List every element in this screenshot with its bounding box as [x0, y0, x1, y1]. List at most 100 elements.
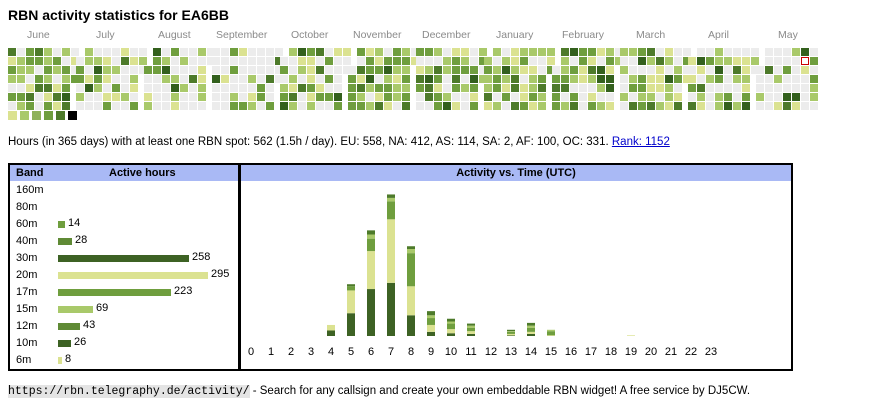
calendar-day-cell	[520, 84, 528, 92]
calendar-day-cell	[393, 75, 401, 83]
calendar-day-cell	[375, 102, 383, 110]
calendar-day-cell	[620, 57, 628, 65]
calendar-day-cell	[588, 48, 596, 56]
calendar-day-cell	[366, 75, 374, 83]
calendar-day-cell	[402, 84, 410, 92]
hour-bar-segment	[527, 327, 535, 332]
calendar-day-cell	[801, 93, 809, 101]
calendar-day-cell	[402, 93, 410, 101]
footer-url[interactable]: https://rbn.telegraphy.de/activity/	[8, 385, 250, 398]
band-hours-value: 223	[174, 285, 193, 297]
band-name: 80m	[16, 201, 38, 213]
calendar-day-cell	[94, 66, 102, 74]
hour-tick-label: 21	[665, 346, 677, 358]
band-hours-bar	[58, 323, 80, 330]
calendar-day-cell	[144, 93, 152, 101]
calendar-day-cell	[343, 66, 351, 74]
calendar-day-cell	[656, 75, 664, 83]
calendar-day-cell	[629, 57, 637, 65]
calendar-day-cell	[783, 57, 791, 65]
calendar-day-cell	[316, 66, 324, 74]
hour-bar-segment	[547, 329, 555, 332]
calendar-day-cell	[384, 84, 392, 92]
calendar-day-cell	[452, 57, 460, 65]
calendar-day-cell	[801, 102, 809, 110]
calendar-day-cell	[139, 48, 147, 56]
calendar-day-cell	[425, 57, 433, 65]
calendar-day-cell	[8, 102, 16, 110]
calendar-day-cell	[502, 75, 510, 83]
calendar-day-cell	[792, 48, 800, 56]
hour-bar-segment	[347, 313, 355, 336]
calendar-day-cell	[751, 66, 759, 74]
calendar-day-cell	[402, 66, 410, 74]
calendar-day-cell	[792, 84, 800, 92]
calendar-day-cell	[620, 66, 628, 74]
calendar-day-cell	[538, 102, 546, 110]
calendar-day-cell	[53, 102, 61, 110]
calendar-day-cell	[529, 102, 537, 110]
calendar-day-cell	[597, 57, 605, 65]
calendar-day-cell	[511, 66, 519, 74]
calendar-day-cell	[434, 84, 442, 92]
hour-bar-segment	[347, 286, 355, 291]
calendar-day-cell	[230, 48, 238, 56]
calendar-day-cell	[221, 57, 229, 65]
calendar-day-cell	[280, 57, 288, 65]
calendar-day-cell	[520, 57, 528, 65]
calendar-day-cell	[130, 84, 138, 92]
calendar-day-cell	[139, 57, 147, 65]
calendar-day-cell	[552, 102, 560, 110]
calendar-day-cell	[552, 66, 560, 74]
band-column-header: Band	[16, 167, 44, 179]
calendar-day-cell	[121, 48, 129, 56]
calendar-day-cell	[470, 84, 478, 92]
calendar-day-cell	[434, 48, 442, 56]
hour-bar-segment	[447, 329, 455, 334]
band-hours-value: 69	[96, 302, 109, 314]
calendar-day-cell	[742, 84, 750, 92]
hour-bar-segment	[467, 331, 475, 334]
band-table: Band Active hours 160m 80m 60m 14 40m 28 30m 25…	[8, 163, 240, 371]
hour-bar-segment	[367, 251, 375, 290]
calendar-day-cell	[298, 84, 306, 92]
calendar-day-cell	[688, 66, 696, 74]
calendar-day-cell	[357, 84, 365, 92]
calendar-day-cell	[35, 102, 43, 110]
calendar-day-cell	[26, 102, 34, 110]
calendar-day-cell	[479, 48, 487, 56]
calendar-day-cell	[493, 75, 501, 83]
calendar-day-cell	[298, 57, 306, 65]
band-hours-bar	[58, 289, 171, 296]
calendar-day-cell	[248, 84, 256, 92]
calendar-day-cell	[742, 66, 750, 74]
calendar-day-cell	[298, 93, 306, 101]
calendar-day-cell	[733, 66, 741, 74]
calendar-day-cell	[334, 93, 342, 101]
calendar-day-cell	[579, 66, 587, 74]
calendar-day-cell	[484, 75, 492, 83]
calendar-day-cell	[774, 75, 782, 83]
calendar-day-cell	[774, 84, 782, 92]
calendar-day-cell	[765, 66, 773, 74]
band-name: 160m	[16, 184, 44, 196]
hour-tick-label: 8	[408, 346, 414, 358]
hour-tick-label: 16	[565, 346, 577, 358]
calendar-day-cell	[638, 93, 646, 101]
hour-bar-segment	[467, 327, 475, 332]
calendar-day-cell	[810, 57, 818, 65]
calendar-day-cell	[35, 48, 43, 56]
calendar-day-cell	[579, 102, 587, 110]
band-hours-value: 295	[211, 268, 230, 280]
calendar-day-cell	[239, 102, 247, 110]
calendar-day-cell	[638, 75, 646, 83]
calendar-day-cell	[76, 93, 84, 101]
hour-bar-segment	[387, 219, 395, 283]
calendar-day-cell	[248, 57, 256, 65]
calendar-day-cell	[638, 102, 646, 110]
calendar-day-cell	[792, 75, 800, 83]
calendar-day-cell	[62, 102, 70, 110]
calendar-day-cell	[112, 102, 120, 110]
rank-link[interactable]: Rank: 1152	[611, 136, 670, 148]
hour-tick-label: 22	[685, 346, 697, 358]
